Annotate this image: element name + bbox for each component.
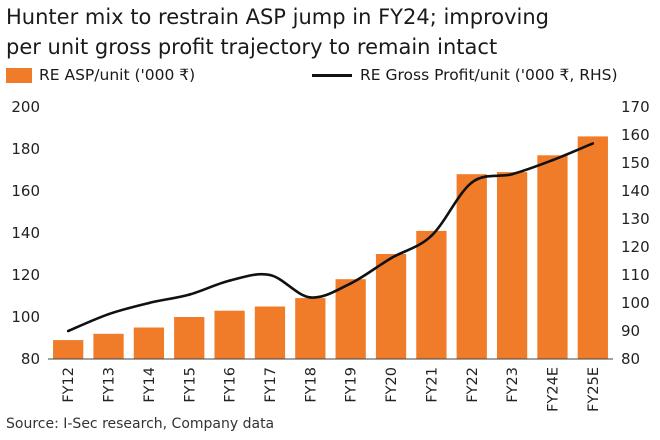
y-left-tick-180: 180 (11, 140, 40, 158)
y-left-tick-200: 200 (11, 98, 40, 116)
y-right-tick-90: 90 (621, 322, 640, 340)
line-point-fy22 (470, 181, 474, 184)
y-right-tick-120: 120 (621, 238, 650, 256)
bar-fy21 (416, 230, 447, 359)
line-point-fy14 (147, 301, 151, 305)
line-point-fy17 (268, 273, 272, 277)
chart-title-line-1: Hunter mix to restrain ASP jump in FY24;… (6, 5, 549, 29)
x-tick-fy15: FY15 (182, 367, 198, 403)
bar-fy14 (133, 327, 165, 359)
bar-fy12 (53, 340, 84, 359)
line-point-fy24e (551, 158, 554, 162)
bar-fy19 (335, 279, 366, 359)
x-tick-fy16: FY16 (223, 367, 239, 403)
y-left-tick-140: 140 (11, 224, 40, 242)
x-tick-fy12: FY12 (61, 367, 77, 403)
line-point-fy12 (66, 329, 70, 333)
y-right-tick-160: 160 (621, 126, 650, 144)
x-tick-fy25e: FY25E (586, 367, 602, 412)
bar-fy17 (254, 306, 286, 359)
y-right-tick-110: 110 (621, 266, 650, 284)
x-tick-fy22: FY22 (465, 367, 481, 403)
chart-title-line-2: per unit gross profit trajectory to rema… (6, 35, 498, 59)
bar-fy18 (295, 298, 326, 359)
line-point-fy20 (389, 256, 393, 260)
legend-label-gross-profit: RE Gross Profit/unit ('000 ₹, RHS) (360, 66, 618, 84)
legend-label-asp: RE ASP/unit ('000 ₹) (39, 66, 196, 84)
x-tick-fy23: FY23 (505, 367, 521, 403)
line-point-fy23 (510, 172, 514, 176)
chart-title: Hunter mix to restrain ASP jump in FY24;… (6, 2, 656, 62)
legend-line-swatch (312, 73, 352, 77)
bar-fy24e (537, 155, 568, 359)
x-tick-fy14: FY14 (142, 367, 158, 403)
line-point-fy16 (228, 279, 231, 282)
y-left-tick-120: 120 (11, 266, 40, 284)
gross-profit-line (67, 142, 594, 333)
line-point-fy13 (107, 312, 110, 316)
x-tick-fy19: FY19 (344, 367, 360, 403)
x-tick-fy21: FY21 (424, 367, 440, 403)
bar-fy23 (496, 172, 528, 359)
y-right-tick-150: 150 (621, 154, 650, 172)
legend-item-gross-profit: RE Gross Profit/unit ('000 ₹, RHS) (312, 66, 618, 84)
bar-fy15 (174, 317, 205, 359)
y-right-tick-170: 170 (621, 98, 650, 116)
x-tick-fy13: FY13 (102, 367, 118, 403)
bar-fy16 (214, 310, 245, 359)
x-tick-fy18: FY18 (303, 367, 319, 403)
y-right-tick-140: 140 (621, 182, 650, 200)
source-note: Source: I-Sec research, Company data (6, 416, 275, 432)
x-tick-fy20: FY20 (384, 367, 400, 403)
combo-chart: 80 100 120 140 160 180 200 80 90 100 110 120 130 140 1… (11, 98, 650, 412)
x-tick-fy24e: FY24E (545, 367, 561, 412)
bar-fy20 (375, 254, 407, 359)
bar-fy13 (93, 333, 124, 359)
chart-legend: RE ASP/unit ('000 ₹) RE Gross Profit/uni… (0, 66, 660, 88)
legend-item-asp: RE ASP/unit ('000 ₹) (6, 66, 195, 84)
y-left-tick-80: 80 (21, 350, 40, 368)
x-tick-fy17: FY17 (263, 367, 279, 403)
legend-bar-swatch (6, 67, 32, 83)
line-point-fy19 (349, 282, 352, 285)
bar-fy22 (456, 174, 487, 359)
line-point-fy21 (430, 234, 433, 238)
y-right-tick-130: 130 (621, 210, 650, 228)
y-left-tick-100: 100 (11, 308, 40, 326)
y-right-tick-80: 80 (621, 350, 640, 368)
y-left-tick-160: 160 (11, 182, 40, 200)
y-right-tick-100: 100 (621, 294, 650, 312)
line-point-fy15 (187, 293, 191, 296)
bar-fy25e (577, 136, 608, 359)
line-point-fy18 (309, 296, 312, 299)
line-point-fy25e (591, 142, 595, 145)
